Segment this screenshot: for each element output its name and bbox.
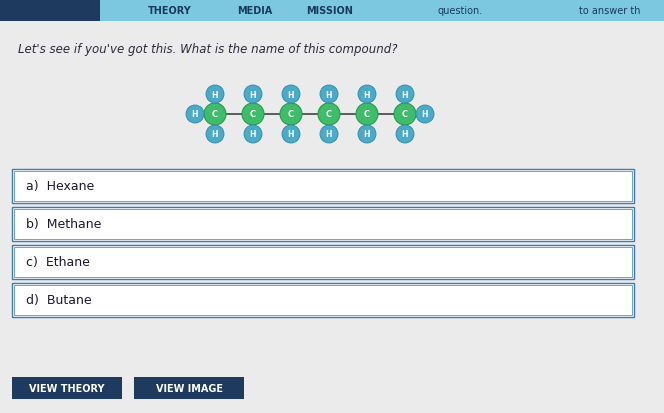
Text: a)  Hexane: a) Hexane	[26, 180, 94, 193]
Circle shape	[280, 104, 302, 126]
Text: H: H	[192, 110, 199, 119]
Text: d)  Butane: d) Butane	[26, 294, 92, 307]
Circle shape	[242, 104, 264, 126]
Text: C: C	[326, 110, 332, 119]
Circle shape	[206, 126, 224, 144]
Text: H: H	[402, 90, 408, 99]
Text: H: H	[364, 90, 371, 99]
Text: H: H	[326, 90, 332, 99]
Text: VIEW IMAGE: VIEW IMAGE	[155, 383, 222, 393]
Circle shape	[282, 126, 300, 144]
Text: to answer th: to answer th	[579, 6, 641, 16]
Circle shape	[358, 86, 376, 104]
Circle shape	[244, 126, 262, 144]
Text: H: H	[288, 130, 294, 139]
Text: C: C	[364, 110, 370, 119]
Text: H: H	[212, 130, 218, 139]
FancyBboxPatch shape	[12, 377, 122, 399]
FancyBboxPatch shape	[12, 245, 634, 279]
Circle shape	[282, 86, 300, 104]
Circle shape	[244, 86, 262, 104]
Circle shape	[186, 106, 204, 124]
Text: H: H	[402, 130, 408, 139]
Text: H: H	[212, 90, 218, 99]
Circle shape	[358, 126, 376, 144]
Circle shape	[318, 104, 340, 126]
Text: H: H	[364, 130, 371, 139]
Circle shape	[396, 86, 414, 104]
Text: C: C	[250, 110, 256, 119]
Text: MEDIA: MEDIA	[237, 6, 273, 16]
Text: b)  Methane: b) Methane	[26, 218, 102, 231]
FancyBboxPatch shape	[0, 22, 664, 413]
Circle shape	[206, 86, 224, 104]
Circle shape	[356, 104, 378, 126]
Text: C: C	[288, 110, 294, 119]
Text: H: H	[326, 130, 332, 139]
Circle shape	[416, 106, 434, 124]
Text: c)  Ethane: c) Ethane	[26, 256, 90, 269]
Text: THEORY: THEORY	[148, 6, 192, 16]
Circle shape	[320, 86, 338, 104]
FancyBboxPatch shape	[12, 207, 634, 242]
Text: C: C	[402, 110, 408, 119]
Circle shape	[394, 104, 416, 126]
Circle shape	[204, 104, 226, 126]
FancyBboxPatch shape	[0, 0, 664, 22]
Text: MISSION: MISSION	[307, 6, 353, 16]
FancyBboxPatch shape	[12, 283, 634, 317]
FancyBboxPatch shape	[12, 170, 634, 204]
FancyBboxPatch shape	[0, 0, 100, 22]
Text: C: C	[212, 110, 218, 119]
Text: Let's see if you've got this. What is the name of this compound?: Let's see if you've got this. What is th…	[18, 43, 398, 56]
Text: H: H	[288, 90, 294, 99]
Text: question.: question.	[438, 6, 483, 16]
Text: H: H	[250, 130, 256, 139]
Text: VIEW THEORY: VIEW THEORY	[29, 383, 105, 393]
Text: H: H	[422, 110, 428, 119]
FancyBboxPatch shape	[134, 377, 244, 399]
Text: H: H	[250, 90, 256, 99]
Circle shape	[320, 126, 338, 144]
Circle shape	[396, 126, 414, 144]
